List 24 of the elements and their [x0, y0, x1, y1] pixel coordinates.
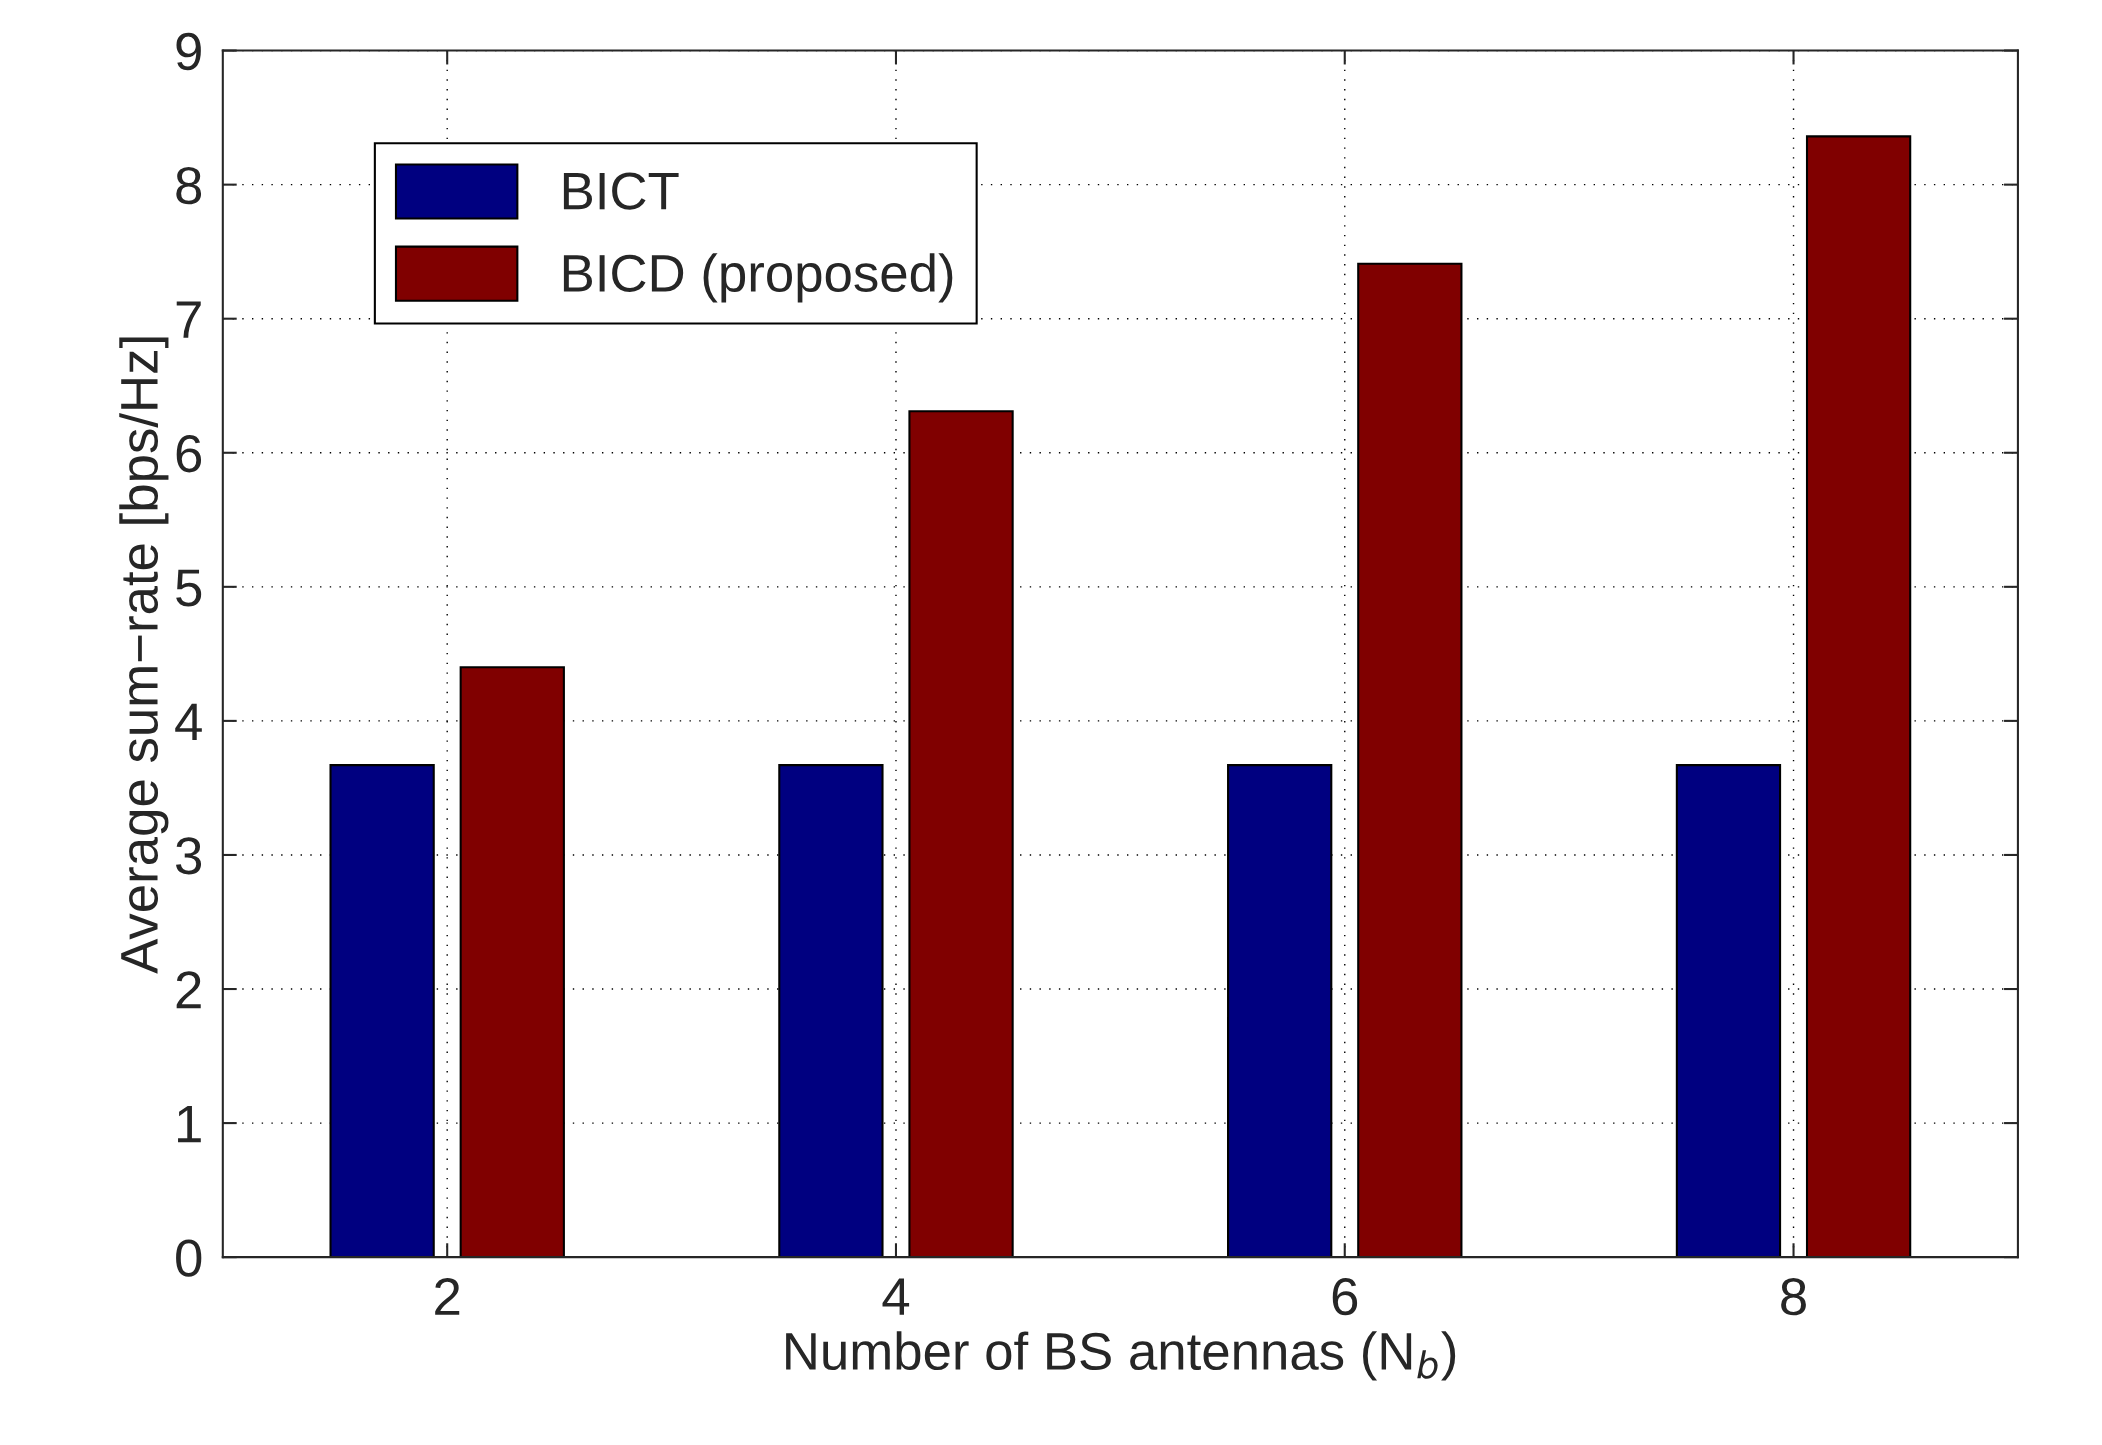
x-tick-label: 2: [435, 1277, 460, 1315]
y-tick-label: 3: [176, 837, 202, 875]
y-tick-label: 4: [175, 703, 202, 741]
y-tick-label: 5: [176, 569, 202, 607]
y-tick-label: 0: [176, 1239, 202, 1277]
bar: [1675, 764, 1782, 1258]
bar: [459, 666, 565, 1258]
x-tick-label: 8: [1781, 1277, 1806, 1316]
x-tick-label: 4: [882, 1278, 910, 1315]
y-tick-label: 9: [176, 32, 201, 71]
y-axis-title: Average sum−rate [bps/Hz]: [119, 337, 169, 974]
y-tick-label: 8: [176, 166, 202, 205]
bar: [329, 764, 435, 1258]
bar: [1805, 135, 1912, 1258]
x-axis-title: Number of BS antennas (N$_{b}$): [786, 1331, 1456, 1381]
bar: [1357, 262, 1463, 1258]
y-tick-label: 7: [176, 301, 201, 338]
y-tick-label: 2: [176, 971, 201, 1009]
legend-label: BICT: [563, 172, 679, 210]
y-tick-label: 6: [176, 435, 202, 473]
bar: [908, 410, 1014, 1258]
y-tick-label: 1: [178, 1105, 201, 1143]
legend-label: BICD (proposed): [563, 253, 953, 303]
x-tick-label: 6: [1332, 1277, 1358, 1316]
